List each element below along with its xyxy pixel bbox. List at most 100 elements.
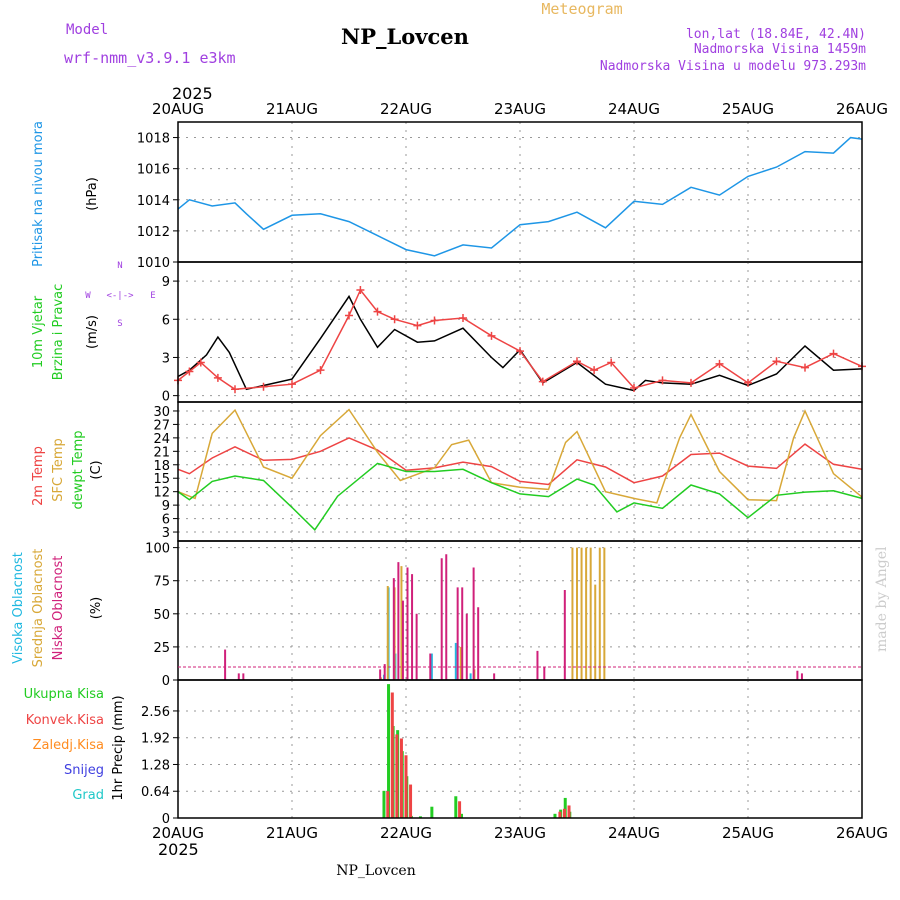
temperature-ytick-label-7: 24: [153, 432, 170, 447]
temperature-ytick-label-3: 12: [153, 486, 170, 501]
wind-gust-mark-14: [459, 314, 467, 322]
wind-gust-mark-9: [356, 286, 365, 294]
panel-wind: 0 3 6 9: [162, 261, 866, 405]
pressure-line-0: [177, 136, 863, 257]
time-tick-bottom-6: 26AUG: [836, 824, 888, 842]
temp-ylabel: 2m Temp: [31, 446, 46, 506]
temperature-ytick-label-5: 18: [153, 459, 170, 474]
pressure-ytick-label-0: 1010: [137, 256, 170, 271]
pressure-ytick-label-3: 1016: [137, 163, 170, 178]
wind-gust-mark-20: [607, 358, 616, 367]
credit-text: made by Angel: [874, 546, 890, 652]
wind-gust-mark-23: [687, 378, 695, 387]
time-tick-bottom-3: 23AUG: [494, 824, 546, 842]
wind-gust-mark-17: [538, 377, 547, 386]
time-tick-top-4: 24AUG: [608, 100, 660, 118]
wind-gust-mark-8: [345, 311, 353, 320]
wind-gust-mark-28: [829, 349, 838, 358]
wind-gust-mark-12: [413, 321, 422, 330]
time-tick-bottom-1: 21AUG: [266, 824, 318, 842]
wind-gust-mark-24: [715, 359, 724, 368]
temperature-ytick-label-9: 30: [153, 405, 170, 420]
compass-west: W: [85, 291, 91, 301]
wind-gust-mark-26: [772, 357, 781, 366]
precip-legend-conv: Konvek.Kisa: [26, 713, 104, 728]
wind-gust-mark-16: [516, 347, 524, 356]
pressure-ytick-label-4: 1018: [137, 132, 170, 147]
temperature-ytick-label-2: 9: [162, 499, 170, 514]
wind-ytick-label-1: 3: [162, 351, 170, 366]
time-tick-bottom-5: 25AUG: [722, 824, 774, 842]
time-tick-bottom-0: 20AUG: [152, 824, 204, 842]
wind-units: (m/s): [85, 315, 100, 349]
cloud-ylabel3: Niska Oblacnost: [51, 556, 66, 661]
precip-ytick-label-3: 1.92: [141, 732, 170, 747]
temp-ylabel2: SFC Temp: [51, 438, 66, 502]
pressure-ylabel: Pritisak na nivou mora: [31, 121, 46, 267]
pressure-ytick-label-2: 1014: [137, 194, 170, 209]
time-tick-top-0: 20AUG: [152, 100, 204, 118]
temperature-ytick-label-4: 15: [153, 472, 170, 487]
temp-units: (C): [89, 460, 104, 479]
time-tick-bottom-2: 22AUG: [380, 824, 432, 842]
wind-gust-mark-11: [390, 315, 399, 324]
temperature-line-0: [177, 437, 863, 486]
wind-gust-mark-5: [259, 382, 268, 391]
panel-pressure: 1010 1012 1014 1016 1018: [137, 121, 863, 271]
temperature-ytick-label-1: 6: [162, 513, 170, 528]
compass-arrows: <-|->: [106, 291, 134, 301]
wind-gust-mark-7: [316, 366, 325, 375]
compass-east: E: [150, 291, 155, 301]
wind-gust-mark-21: [630, 384, 638, 392]
panel-precip: 0 0.64 1.28 1.92 2.56: [141, 679, 863, 827]
year-bottom: 2025: [158, 840, 199, 859]
station-title: NP_Lovcen: [341, 24, 469, 49]
temperature-ytick-label-8: 27: [153, 418, 170, 433]
pressure-frame: [177, 121, 863, 263]
year-top: 2025: [172, 84, 213, 103]
wind-gust-mark-22: [658, 376, 667, 385]
meteogram-title: Meteogram: [541, 0, 622, 18]
time-tick-top-6: 26AUG: [836, 100, 888, 118]
precip-legend-hail: Grad: [72, 788, 104, 803]
cloud-units: (%): [89, 597, 104, 620]
wind-gust-mark-18: [573, 357, 581, 366]
coords-text: lon,lat (18.84E, 42.4N): [686, 27, 866, 42]
wind-gust-mark-6: [288, 380, 296, 389]
precip-frame: [177, 679, 863, 819]
precip-ytick-label-2: 1.28: [141, 758, 170, 773]
precip-legend-freezing: Zaledj.Kisa: [33, 738, 104, 753]
elevation-text: Nadmorska Visina 1459m: [694, 42, 866, 57]
wind-gust-mark-4: [231, 385, 239, 394]
wind-gust-mark-3: [213, 373, 222, 382]
temperature-line-2: [177, 462, 863, 531]
temp-ylabel3: dewpt Temp: [71, 430, 86, 509]
precip-legend-snow: Snijeg: [64, 763, 104, 778]
model-name: wrf-nmm_v3.9.1 e3km: [64, 49, 236, 67]
wind-gust-mark-27: [801, 363, 809, 372]
time-tick-top-5: 25AUG: [722, 100, 774, 118]
pressure-units: (hPa): [85, 177, 100, 211]
cloud-ytick-label-2: 50: [153, 608, 170, 623]
compass-north: N: [117, 261, 122, 271]
cloud-ylabel: Visoka Oblacnost: [11, 552, 26, 664]
cloud-ylabel2: Srednja Oblacnost: [31, 549, 46, 668]
model-elevation-text: Nadmorska Visina u modelu 973.293m: [600, 59, 866, 74]
cloud-ytick-label-0: 0: [162, 674, 170, 689]
temperature-ytick-label-6: 21: [153, 445, 170, 460]
time-tick-top-3: 23AUG: [494, 100, 546, 118]
wind-line-1: [177, 288, 863, 391]
precip-units: 1hr Precip (mm): [111, 695, 126, 800]
wind-gust-mark-2: [196, 358, 205, 367]
model-label: Model: [66, 22, 108, 38]
time-tick-bottom-4: 24AUG: [608, 824, 660, 842]
time-tick-top-1: 21AUG: [266, 100, 318, 118]
wind-ylabel: 10m Vjetar: [31, 295, 46, 368]
wind-gust-mark-15: [487, 331, 496, 340]
precip-ytick-label-4: 2.56: [141, 705, 170, 720]
time-tick-top-2: 22AUG: [380, 100, 432, 118]
precip-ytick-label-0: 0: [162, 812, 170, 827]
wind-gust-mark-19: [590, 366, 599, 375]
